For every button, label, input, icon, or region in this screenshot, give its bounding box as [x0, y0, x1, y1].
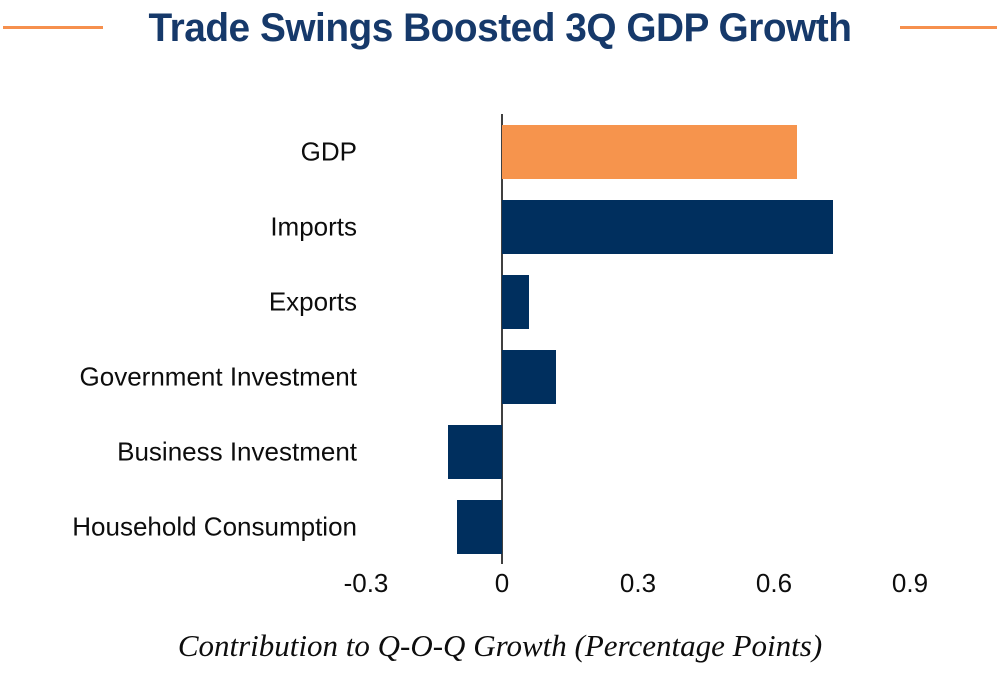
bar-row: Government Investment — [0, 350, 1000, 404]
category-label-household-consumption: Household Consumption — [72, 511, 357, 542]
chart-title: Trade Swings Boosted 3Q GDP Growth — [148, 6, 852, 50]
x-tick-label-0: 0 — [494, 568, 510, 598]
bar-imports — [502, 200, 833, 254]
title-rule-left-decoration — [3, 26, 103, 29]
bar-row: Exports — [0, 275, 1000, 329]
bar-row: Business Investment — [0, 425, 1000, 479]
category-label-exports: Exports — [268, 286, 357, 317]
x-tick-label-0.3: 0.3 — [619, 568, 657, 598]
x-tick-label--0.3: -0.3 — [343, 568, 389, 598]
x-tick-label-0.6: 0.6 — [755, 568, 793, 598]
bar-gdp — [502, 125, 797, 179]
category-label-business-investment: Business Investment — [117, 436, 357, 467]
bar-exports — [502, 275, 530, 329]
title-rule-right-decoration — [900, 26, 997, 29]
bar-row: GDP — [0, 125, 1000, 179]
zero-axis-line — [501, 114, 503, 564]
category-label-gdp: GDP — [300, 136, 357, 167]
bar-business-investment — [447, 425, 502, 479]
bar-row: Household Consumption — [0, 500, 1000, 554]
category-label-government-investment: Government Investment — [79, 361, 357, 392]
category-label-imports: Imports — [270, 211, 357, 242]
bar-government-investment — [502, 350, 557, 404]
chart-caption: Contribution to Q-O-Q Growth (Percentage… — [177, 628, 823, 663]
bar-row: Imports — [0, 200, 1000, 254]
bar-household-consumption — [456, 500, 502, 554]
x-tick-label-0.9: 0.9 — [891, 568, 929, 598]
